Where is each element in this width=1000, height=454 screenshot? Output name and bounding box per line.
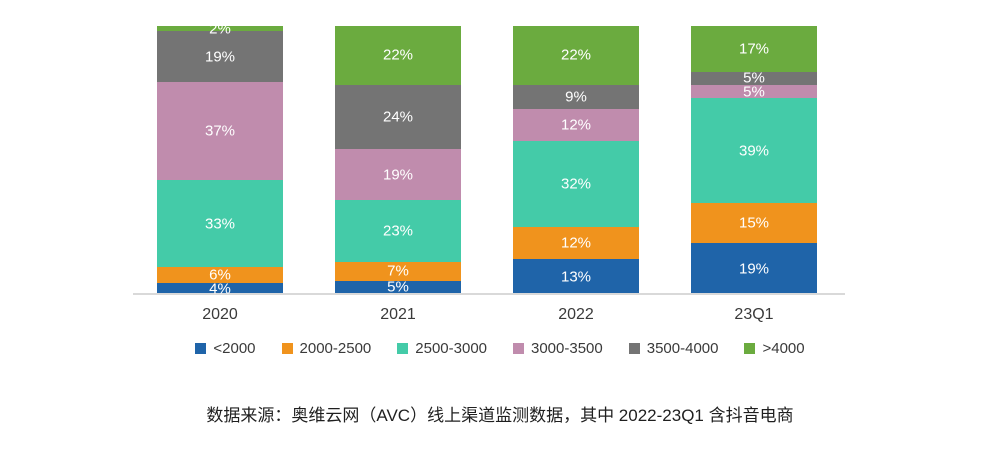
bar-segment: 22% <box>513 26 639 85</box>
bar-segment: 2% <box>157 21 283 36</box>
bar-segment: 5% <box>691 69 817 87</box>
bar-segment: 5% <box>335 278 461 296</box>
bar-segment: 32% <box>513 141 639 227</box>
legend-item: 2000-2500 <box>281 340 372 357</box>
segment-label: 32% <box>560 175 592 193</box>
segment-label: 19% <box>738 260 770 278</box>
legend-swatch-icon <box>195 343 207 354</box>
bar-segment: 7% <box>335 261 461 281</box>
legend-label: 3500-4000 <box>646 340 719 357</box>
bar-segment: 9% <box>513 84 639 110</box>
legend-label: 2000-2500 <box>299 340 372 357</box>
bar-segment: 17% <box>691 25 817 72</box>
segment-label: 6% <box>209 266 231 284</box>
bar-segment: 6% <box>157 266 283 284</box>
x-axis-labels: 2020 2021 2022 23Q1 <box>157 306 817 324</box>
x-axis-label: 2020 <box>202 306 238 323</box>
segment-label: 24% <box>382 108 414 126</box>
legend-item: >4000 <box>744 340 805 357</box>
source-note: 数据来源：奥维云网（AVC）线上渠道监测数据，其中 2022-23Q1 含抖音电… <box>206 406 794 425</box>
segment-label: 17% <box>738 40 770 58</box>
legend-swatch-icon <box>281 343 293 354</box>
legend-item: 3500-4000 <box>628 340 719 357</box>
bar-segment: 19% <box>157 31 283 82</box>
bar-23Q1: 19% 15% 39% 5% 5% 17% <box>691 25 817 294</box>
x-axis-label: 2021 <box>380 306 416 323</box>
legend-swatch-icon <box>513 343 524 354</box>
segment-label: 12% <box>560 234 592 252</box>
legend-label: 2500-3000 <box>415 340 487 357</box>
segment-label: 4% <box>209 280 231 298</box>
legend-item: 2500-3000 <box>397 340 487 357</box>
bar-2022: 13% 12% 32% 12% 9% 22% <box>513 26 639 294</box>
bar-segment: 33% <box>157 179 283 268</box>
segment-label: 9% <box>565 88 587 106</box>
segment-label: 22% <box>382 46 414 64</box>
legend-item: 3000-3500 <box>513 340 603 357</box>
bar-segment: 37% <box>157 81 283 180</box>
legend-label: >4000 <box>762 340 805 357</box>
bar-segment: 24% <box>335 84 461 150</box>
bar-2020: 4% 6% 33% 37% 19% 2% <box>157 21 283 298</box>
legend-item: <2000 <box>195 340 256 357</box>
bar-segment: 13% <box>513 259 639 294</box>
legend-swatch-icon <box>397 343 409 354</box>
segment-label: 22% <box>560 46 592 64</box>
legend-swatch-icon <box>744 343 756 354</box>
bar-2021: 5% 7% 23% 19% 24% 22% <box>335 26 461 296</box>
legend-swatch-icon <box>628 343 640 354</box>
segment-label: 5% <box>743 69 765 87</box>
legend-label: 3000-3500 <box>531 340 603 357</box>
bar-segment: 22% <box>335 26 461 85</box>
segment-label: 5% <box>743 83 765 101</box>
segment-label: 19% <box>382 166 414 184</box>
segment-label: 39% <box>738 142 770 160</box>
segment-label: 13% <box>560 268 592 286</box>
segment-label: 5% <box>387 278 409 296</box>
legend-label: <2000 <box>213 340 256 357</box>
segment-label: 12% <box>560 116 592 134</box>
segment-label: 37% <box>204 122 236 140</box>
x-axis-label: 2022 <box>558 306 594 323</box>
plot-area: 4% 6% 33% 37% 19% 2% 5% 7% 23% 19% 24% 22% 13% 12% 32%… <box>157 21 817 298</box>
bar-segment: 4% <box>157 280 283 298</box>
bar-segment: 19% <box>335 149 461 201</box>
segment-label: 33% <box>204 215 236 233</box>
segment-label: 2% <box>209 20 231 38</box>
bar-segment: 12% <box>513 109 639 142</box>
bar-segment: 19% <box>691 243 817 294</box>
segment-label: 7% <box>387 262 409 280</box>
segment-label: 23% <box>382 222 414 240</box>
x-axis-label: 23Q1 <box>734 306 774 323</box>
bar-segment: 12% <box>513 227 639 260</box>
bar-segment: 39% <box>691 98 817 203</box>
bar-segment: 15% <box>691 202 817 244</box>
bar-segment: 23% <box>335 200 461 262</box>
segment-label: 19% <box>204 48 236 66</box>
segment-label: 15% <box>738 214 770 232</box>
legend: <2000 2000-2500 2500-3000 3000-3500 3500-400… <box>0 340 1000 357</box>
bar-segment: 5% <box>691 83 817 101</box>
x-axis-line <box>133 293 845 295</box>
